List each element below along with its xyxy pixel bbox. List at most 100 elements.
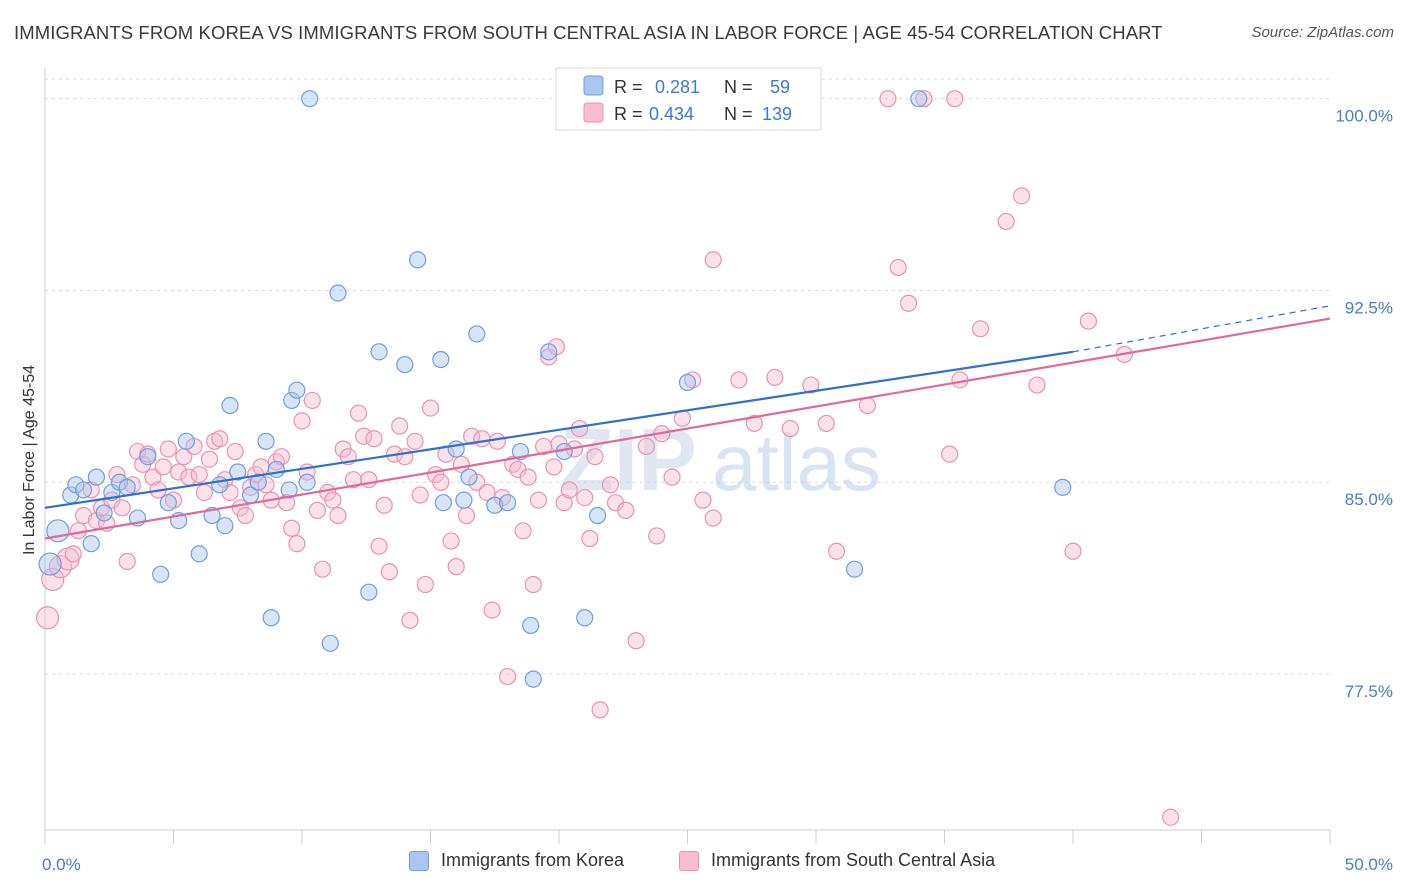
sca-point-141 [1162,808,1180,826]
sca-point-71 [411,486,429,504]
korea-point-43 [460,468,478,486]
sca-point-89 [504,455,522,473]
sca-point-35 [226,442,244,461]
bottom-legend-label-sca: Immigrants from South Central Asia [711,850,996,870]
sca-point-37 [236,506,255,525]
trend-lines [44,305,1331,540]
korea-point-41 [447,440,465,458]
sca-point-77 [442,532,460,550]
legend-n-value-sca: 139 [762,104,792,124]
sca-point-142 [946,90,964,108]
sca-point-0 [35,606,60,630]
sca-point-14 [118,552,136,571]
sca-point-81 [463,427,481,445]
sca-point-69 [401,611,419,629]
sca-point-134 [1012,187,1031,205]
sca-point-50 [303,391,321,410]
sca-point-105 [586,448,604,466]
axes [44,68,1331,844]
korea-point-55 [845,560,864,578]
trend-line-korea-extension [1072,305,1331,353]
sca-point-59 [349,404,368,422]
sca-point-85 [483,601,501,619]
korea-point-30 [288,381,306,399]
sca-point-40 [252,458,270,476]
korea-point-46 [499,494,517,512]
korea-point-31 [298,473,316,491]
korea-point-33 [321,634,339,652]
sca-point-83 [473,430,491,448]
korea-point-26 [267,460,285,479]
korea-point-7 [95,504,113,522]
sca-point-133 [997,212,1015,231]
bottom-legend-swatch-korea [409,850,429,871]
sca-point-129 [915,90,933,108]
sca-point-91 [514,522,532,540]
korea-point-44 [468,325,486,343]
bottom-legend-label-korea: Immigrants from Korea [441,850,625,870]
korea-point-40 [432,350,450,369]
sca-point-127 [889,258,907,277]
bottom-legend-korea: Immigrants from Korea [409,850,624,871]
sca-point-123 [802,376,820,394]
sca-point-52 [313,560,332,578]
sca-point-68 [396,448,414,466]
sca-point-75 [432,473,450,491]
sca-point-136 [704,251,722,269]
sca-point-28 [190,465,208,484]
sca-point-13 [113,499,131,517]
sca-point-21 [154,458,172,476]
sca-point-29 [195,483,213,502]
y-tick-label-1: 85.0% [1345,490,1393,509]
korea-point-12 [139,448,157,466]
legend-swatch-korea [583,75,604,96]
sca-point-86 [488,432,506,450]
sca-point-63 [370,537,388,555]
source-label: Source: ZipAtlas.com [1251,24,1394,41]
korea-point-34 [329,284,347,302]
sca-point-60 [355,427,373,445]
legend-n-value-korea: 59 [770,77,790,97]
sca-point-61 [360,471,378,489]
korea-point-5 [82,535,100,553]
sca-point-54 [324,491,342,509]
sca-point-47 [288,535,306,553]
korea-point-13 [152,565,170,583]
legend-r-label-korea: R = [614,77,643,97]
y-tick-label-3: 100.0% [1335,107,1393,126]
sca-point-22 [159,440,177,458]
korea-point-25 [257,432,275,450]
sca-point-121 [766,368,784,387]
legend-n-label-sca: N = [724,104,753,124]
sca-point-126 [858,396,877,415]
sca-point-125 [827,542,846,560]
sca-point-51 [308,501,327,519]
korea-point-22 [229,463,247,481]
sca-point-114 [663,468,681,486]
sca-point-118 [704,509,722,527]
sca-point-80 [457,506,476,525]
sca-point-65 [380,563,398,581]
chart-title: IMMIGRANTS FROM KOREA VS IMMIGRANTS FROM… [14,22,1163,43]
sca-point-130 [941,445,959,463]
sca-point-32 [211,430,229,448]
trend-line-korea [44,350,1074,509]
y-tick-label-0: 77.5% [1345,682,1393,701]
legend-swatch-sca [583,102,604,123]
sca-point-93 [524,575,542,594]
tick-labels: 77.5% 85.0% 92.5% 100.0% 0.0% 50.0% [42,107,1393,874]
sca-point-143 [879,90,897,108]
sca-point-128 [899,294,918,312]
sca-point-46 [283,519,301,537]
sca-point-1 [41,567,65,592]
sca-point-120 [745,414,763,433]
sca-point-104 [581,529,599,548]
korea-point-20 [216,517,234,535]
bottom-legend: Immigrants from Korea Immigrants from So… [0,850,1406,880]
sca-point-55 [329,506,347,525]
korea-point-27 [262,609,280,627]
sca-point-16 [128,442,147,461]
sca-point-24 [170,463,188,481]
sca-point-88 [499,667,517,686]
korea-point-48 [522,616,540,635]
